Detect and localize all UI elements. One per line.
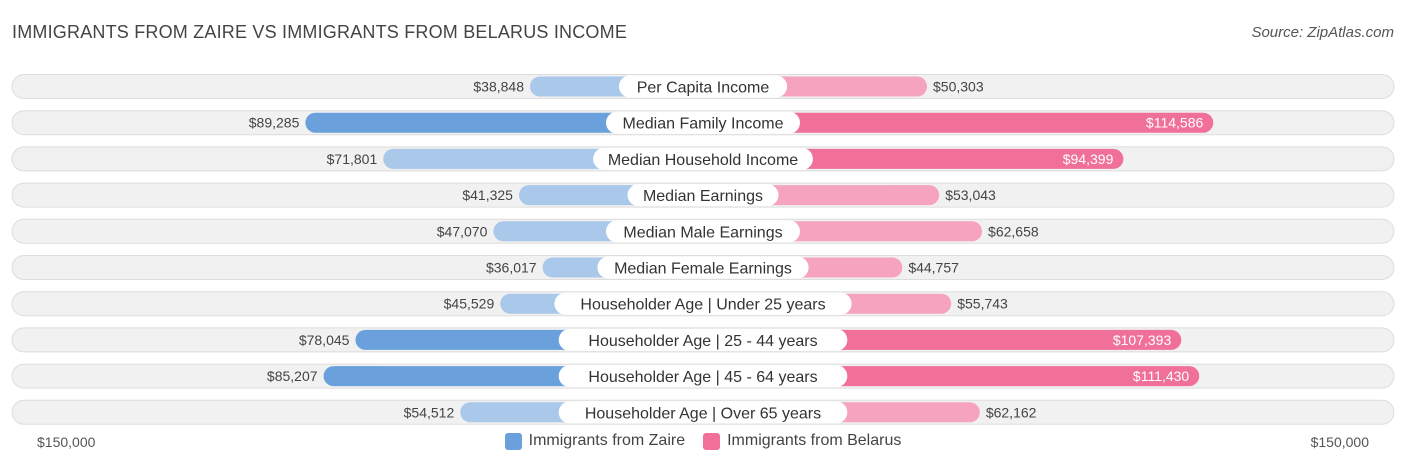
bar-zaire: [305, 112, 703, 133]
category-label-background: [593, 147, 813, 170]
category-label: Median Family Income: [623, 116, 784, 133]
value-label-belarus: $111,430: [1133, 368, 1190, 384]
value-label-belarus: $50,303: [933, 79, 984, 95]
value-label-zaire: $38,848: [473, 79, 524, 95]
legend-label-belarus: Immigrants from Belarus: [727, 432, 902, 449]
source-label: Source: ZipAtlas.com: [1251, 24, 1394, 41]
value-label-belarus: $44,757: [908, 260, 959, 276]
category-label: Median Male Earnings: [623, 224, 782, 241]
value-label-zaire: $89,285: [249, 115, 300, 131]
category-label: Median Female Earnings: [614, 261, 792, 278]
category-label: Per Capita Income: [637, 80, 770, 97]
category-label-background: [618, 75, 788, 98]
value-label-zaire: $47,070: [437, 223, 488, 239]
value-label-belarus: $53,043: [945, 187, 996, 203]
value-label-zaire: $71,801: [327, 151, 378, 167]
category-label-background: [606, 220, 800, 243]
category-label: Householder Age | 45 - 64 years: [588, 369, 817, 386]
category-label-background: [606, 111, 800, 134]
category-label-background: [558, 328, 848, 351]
value-label-belarus: $55,743: [957, 296, 1008, 312]
value-label-zaire: $45,529: [444, 296, 495, 312]
value-label-zaire: $78,045: [299, 332, 350, 348]
category-label-background: [554, 292, 852, 315]
legend: Immigrants from Zaire Immigrants from Be…: [0, 432, 1406, 450]
category-label-background: [627, 184, 779, 207]
category-label: Householder Age | Under 25 years: [580, 297, 825, 314]
category-label-background: [558, 365, 848, 388]
chart-title: IMMIGRANTS FROM ZAIRE VS IMMIGRANTS FROM…: [12, 22, 628, 42]
bar-belarus: [703, 112, 1214, 133]
value-label-zaire: $54,512: [404, 404, 455, 420]
category-label: Householder Age | 25 - 44 years: [588, 333, 817, 350]
axis-right-label: $150,000: [1310, 434, 1369, 450]
legend-swatch-zaire: [504, 432, 522, 450]
legend-item-zaire: Immigrants from Zaire: [504, 432, 686, 450]
value-label-zaire: $36,017: [486, 260, 537, 276]
category-label: Median Earnings: [643, 188, 763, 205]
value-label-belarus: $94,399: [1063, 151, 1114, 167]
axis-left-label: $150,000: [37, 434, 96, 450]
value-label-belarus: $107,393: [1113, 332, 1172, 348]
value-label-belarus: $114,586: [1146, 115, 1204, 131]
value-label-zaire: $85,207: [267, 368, 318, 384]
category-label: Householder Age | Over 65 years: [585, 405, 821, 422]
legend-item-belarus: Immigrants from Belarus: [703, 432, 901, 450]
value-label-zaire: $41,325: [462, 187, 513, 203]
legend-swatch-belarus: [703, 432, 721, 450]
category-label-background: [558, 401, 848, 424]
legend-label-zaire: Immigrants from Zaire: [528, 432, 686, 449]
category-label: Median Household Income: [608, 152, 798, 169]
value-label-belarus: $62,162: [986, 404, 1037, 420]
category-label-background: [597, 256, 809, 279]
value-label-belarus: $62,658: [988, 223, 1039, 239]
